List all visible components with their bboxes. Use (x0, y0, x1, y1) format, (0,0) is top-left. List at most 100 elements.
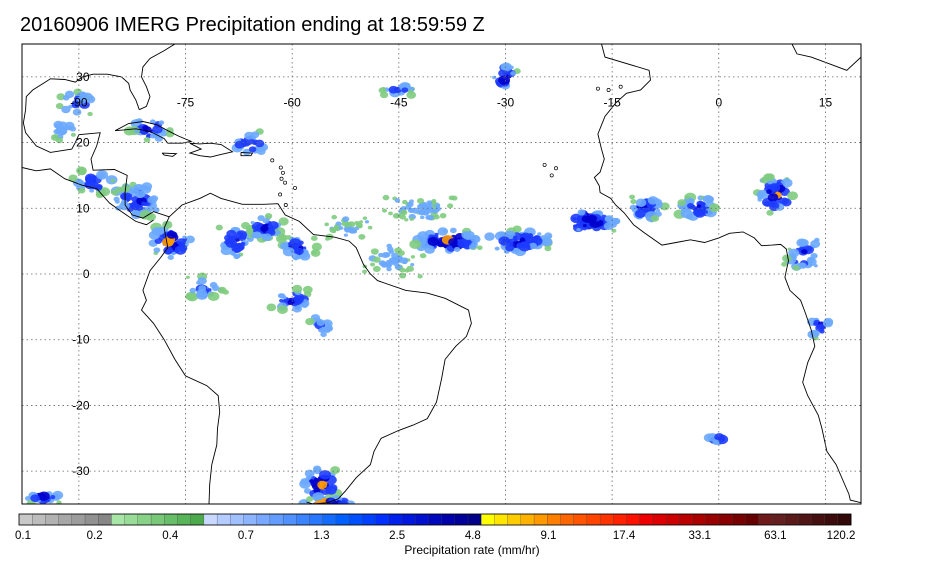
precipitation-cell (409, 239, 422, 250)
precipitation-cell (650, 214, 660, 222)
precipitation-cell (331, 214, 338, 220)
precipitation-cell (84, 182, 89, 187)
precipitation-cell (343, 233, 348, 237)
precipitation-cell (388, 85, 399, 94)
precipitation-cell (416, 197, 425, 204)
colorbar-swatch (613, 513, 627, 526)
colorbar-swatch (679, 513, 693, 526)
precipitation-cell (771, 200, 777, 205)
precipitation-cell (404, 218, 409, 222)
precipitation-cell (305, 506, 312, 511)
precipitation-cell (94, 184, 103, 191)
colorbar-swatch (111, 513, 126, 526)
precipitation-cell (378, 252, 384, 258)
precipitation-cell (338, 505, 349, 514)
precipitation-cell (295, 255, 302, 260)
colorbar-swatch (758, 513, 773, 526)
precipitation-cell (310, 249, 321, 257)
precipitation-cell (684, 195, 690, 200)
precipitation-cell (766, 189, 773, 195)
precipitation-cell (541, 238, 550, 246)
precipitation-cell (388, 211, 393, 216)
precipitation-cell (257, 215, 265, 222)
precipitation-cell (790, 252, 796, 258)
precipitation-cell (317, 480, 328, 489)
precipitation-cell (434, 232, 439, 237)
precipitation-cell (476, 245, 483, 250)
precipitation-cell (149, 119, 156, 124)
precipitation-cell (798, 262, 806, 268)
precipitation-cell (234, 242, 245, 252)
precipitation-cell (71, 100, 80, 107)
colorbar-swatch (560, 513, 575, 526)
precipitation-cell (316, 319, 325, 326)
latitude-label: -20 (72, 398, 90, 412)
latitude-label: -10 (72, 333, 90, 347)
precipitation-cell (492, 75, 497, 80)
precipitation-cell (55, 103, 64, 110)
precipitation-cell (629, 194, 636, 200)
precipitation-cell (305, 317, 315, 326)
colorbar-tick-label: 0.1 (15, 530, 31, 542)
precipitation-cell (62, 95, 70, 101)
precipitation-cell (505, 230, 516, 240)
precipitation-cell (281, 242, 289, 249)
precipitation-cell (394, 264, 402, 270)
precipitation-cell (211, 284, 220, 292)
colorbar-swatch (190, 513, 205, 526)
precipitation-cell (464, 230, 475, 240)
colorbar-swatch (652, 513, 667, 526)
precipitation-cell (358, 234, 366, 240)
precipitation-cell (419, 253, 427, 259)
precipitation-cell (399, 214, 407, 220)
precipitation-cell (647, 196, 659, 205)
colorbar-tick-label: 2.5 (389, 530, 406, 542)
latitude-label: 30 (76, 70, 90, 84)
precipitation-cell (220, 246, 232, 256)
precipitation-cell (419, 215, 425, 220)
colorbar-swatch (71, 513, 86, 526)
precipitation-cell (519, 237, 526, 242)
precipitation-cell (378, 87, 387, 94)
precipitation-cell (260, 233, 267, 239)
precipitation-cell (320, 326, 327, 333)
island-outline (542, 162, 547, 167)
precipitation-cell (512, 225, 522, 233)
precipitation-cell (508, 241, 514, 246)
precipitation-cell (431, 200, 437, 206)
island-outline (618, 84, 623, 89)
precipitation-cell (242, 148, 251, 156)
precipitation-cell (433, 214, 440, 220)
precipitation-cell (544, 245, 552, 252)
precipitation-cell (448, 238, 458, 246)
precipitation-cell (426, 214, 434, 221)
precipitation-cell (386, 243, 393, 249)
colorbar-tick-label: 9.1 (540, 530, 557, 542)
colorbar-swatch (335, 513, 350, 526)
precipitation-cell (55, 137, 64, 144)
precipitation-cell (512, 235, 518, 240)
island-outline (283, 180, 288, 185)
colorbar-swatch (269, 513, 284, 526)
precipitation-cell (449, 227, 457, 234)
precipitation-cell (342, 216, 350, 222)
precipitation-cell (576, 227, 581, 232)
colorbar-swatch (771, 513, 786, 526)
precipitation-cell (402, 260, 408, 265)
precipitation-cell (313, 467, 322, 475)
precipitation-cell (331, 503, 338, 504)
colorbar-swatch (454, 513, 469, 526)
precipitation-cell (345, 504, 356, 513)
precipitation-cell (372, 265, 381, 273)
precipitation-cell (282, 296, 287, 300)
colorbar-tick-label: 4.8 (464, 530, 481, 542)
colorbar-tick-label: 17.4 (612, 530, 636, 542)
colorbar-swatch (441, 513, 456, 526)
precipitation-cell (325, 485, 337, 495)
precipitation-cell (277, 293, 284, 299)
precipitation-cell (85, 176, 94, 184)
precipitation-cell (362, 216, 368, 221)
precipitation-cell (121, 192, 133, 202)
precipitation-cell (215, 224, 223, 231)
